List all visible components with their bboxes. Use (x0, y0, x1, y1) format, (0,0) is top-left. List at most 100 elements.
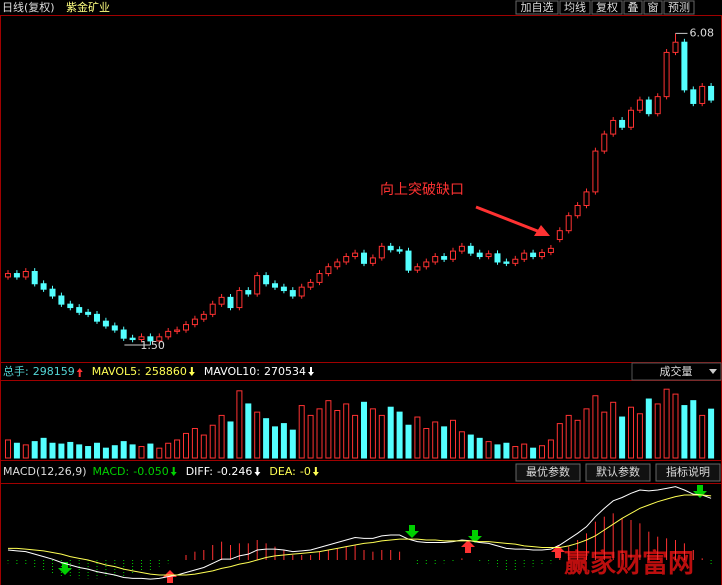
volume-bar (583, 408, 590, 459)
indicator-button[interactable] (655, 463, 721, 482)
legend-name: MAVOL5: (92, 365, 141, 378)
toolbar-button[interactable] (623, 0, 643, 15)
legend-value: 258860 (145, 365, 187, 378)
indicator-select[interactable] (631, 362, 722, 381)
candle-body (138, 336, 145, 341)
indicator-button[interactable] (585, 463, 651, 482)
candle-body (174, 329, 181, 332)
volume-bar (334, 409, 341, 459)
volume-bar (49, 442, 56, 459)
volume-bar (316, 408, 323, 459)
legend-value: 298159 (33, 365, 75, 378)
indicator-button[interactable] (515, 463, 581, 482)
indicator-name: 成交量 (660, 364, 693, 378)
candle-body (298, 286, 305, 297)
candle-body (67, 303, 74, 309)
volume-bar (361, 401, 367, 459)
candle-body (254, 275, 261, 295)
volume-bar (120, 441, 127, 459)
candle-body (280, 286, 287, 292)
candle-body (636, 99, 643, 111)
candle-body (5, 273, 11, 278)
candle-body (227, 296, 234, 309)
period-label: 日线(复权) (2, 0, 55, 14)
toolbar-button[interactable] (663, 0, 695, 15)
volume-bar (174, 439, 181, 459)
toolbar-button-label: 叠 (628, 1, 639, 14)
volume-bar (352, 414, 359, 459)
toolbar-button[interactable] (515, 0, 559, 15)
candle-body (156, 336, 163, 342)
candle-body (583, 191, 590, 207)
volume-bar (209, 424, 216, 459)
volume-bar (245, 403, 252, 459)
volume-bar (147, 443, 154, 459)
candle-body (672, 41, 679, 53)
volume-bar (512, 446, 519, 459)
candle-body (556, 230, 563, 241)
legend-value: 270534 (264, 365, 306, 378)
toolbar-button[interactable] (559, 0, 591, 15)
candle-body (378, 245, 385, 259)
volume-bar (654, 403, 661, 459)
candle-body (245, 290, 252, 295)
candle-body (432, 256, 439, 263)
candle-body (539, 251, 545, 258)
candle-body (405, 250, 412, 271)
candle-body (334, 261, 341, 268)
volume-bar (530, 447, 537, 459)
trend-arrow (308, 367, 314, 376)
callout-arrow (475, 205, 541, 234)
candle-body (592, 150, 599, 193)
volume-bar (467, 434, 474, 459)
toolbar-button-label: 预测 (668, 1, 690, 14)
candle-body (102, 320, 109, 327)
volume-bar (111, 445, 118, 459)
signal-arrow (693, 485, 707, 498)
volume-bar (183, 432, 189, 459)
signal-arrow (461, 540, 475, 553)
indicator-button-label: 默认参数 (596, 465, 640, 479)
volume-bar (280, 423, 287, 459)
candle-body (325, 266, 332, 275)
volume-bar (22, 444, 29, 459)
candle-body (476, 252, 483, 258)
volume-bar (289, 429, 296, 459)
candle-body (22, 271, 29, 278)
volume-bar (387, 406, 394, 459)
candle-body (120, 329, 127, 339)
candle-body (690, 89, 697, 104)
candle-body (663, 51, 670, 98)
trend-arrow (312, 467, 319, 476)
volume-bar (663, 388, 670, 459)
volume-bar (263, 418, 270, 459)
candle-body (458, 245, 465, 252)
candle-body (343, 256, 350, 263)
candle-body (423, 261, 430, 268)
candle-body (387, 245, 394, 251)
candle-body (31, 271, 38, 285)
candle-body (147, 336, 154, 342)
candle-body (681, 41, 688, 91)
volume-bar (458, 431, 465, 459)
volume-bar (690, 400, 697, 459)
volume-bar (200, 434, 207, 459)
toolbar-button-label: 窗 (648, 0, 659, 14)
volume-bar (272, 426, 278, 459)
volume-bar (441, 426, 448, 459)
candle-body (307, 281, 314, 288)
volume-bar (556, 423, 563, 459)
volume-bar (298, 405, 305, 459)
candle-body (183, 324, 189, 331)
volume-bar (601, 411, 608, 459)
volume-bar (129, 444, 136, 459)
signal-arrow (405, 525, 419, 538)
toolbar-button[interactable] (643, 0, 663, 15)
candle-body (441, 256, 448, 260)
candle-body (289, 290, 296, 297)
volume-bar (672, 393, 679, 459)
candle-body (200, 313, 207, 320)
toolbar-button[interactable] (591, 0, 623, 15)
candle-body (565, 215, 572, 232)
